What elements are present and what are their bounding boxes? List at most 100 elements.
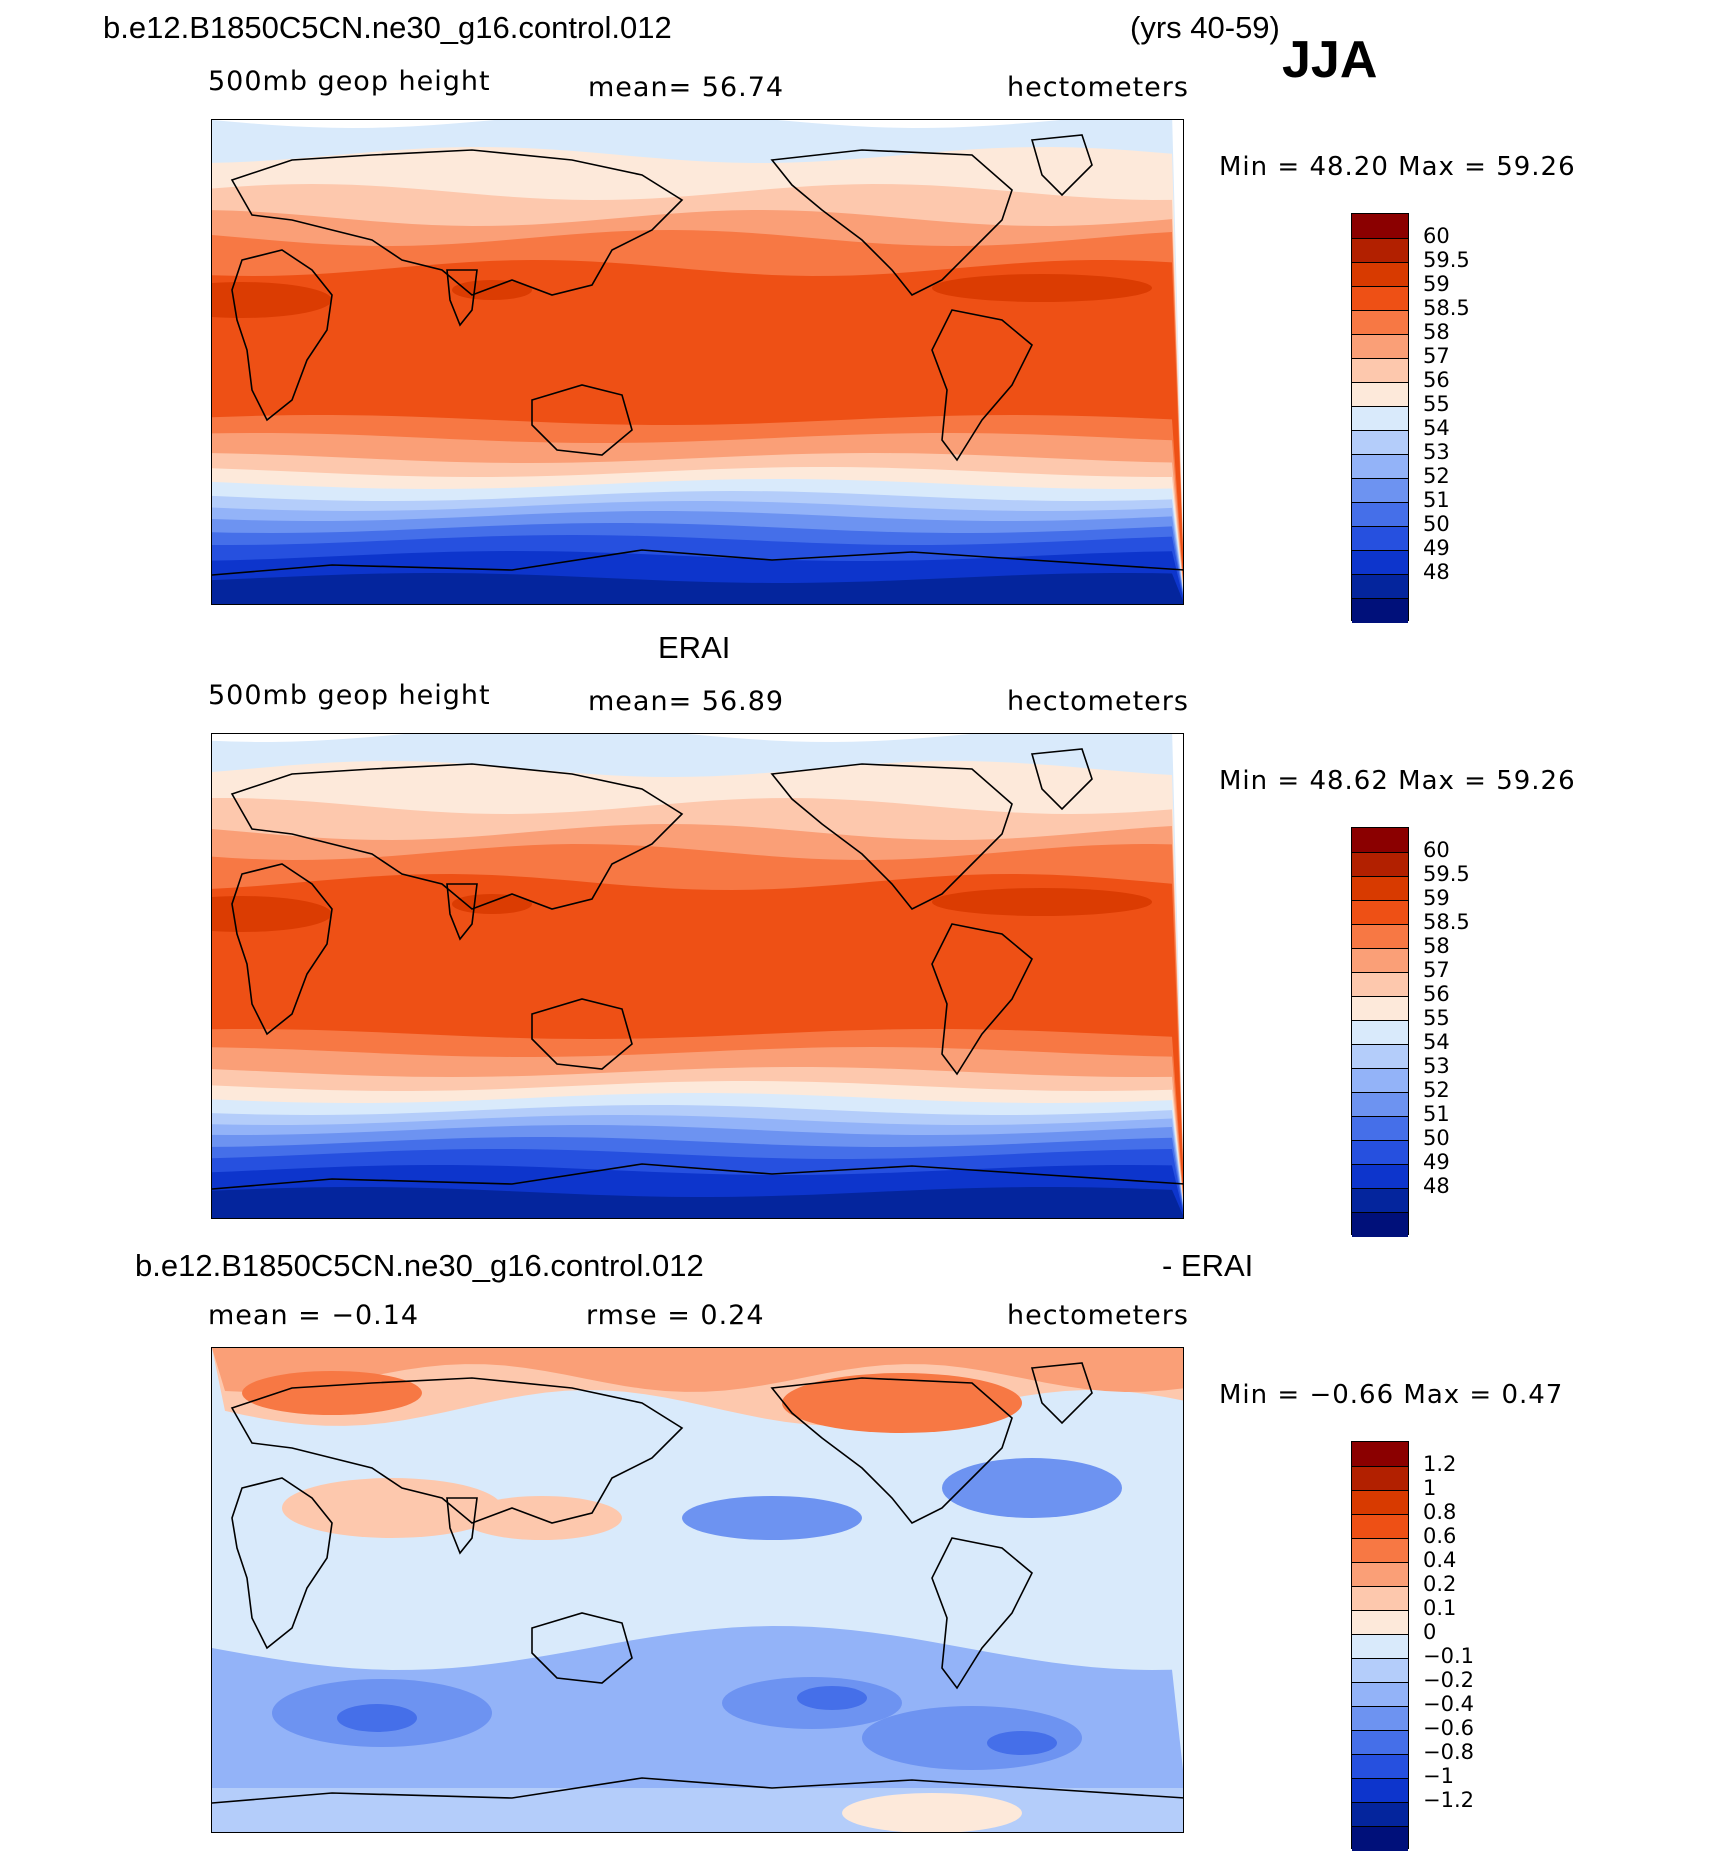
colorbar-swatch [1352,1490,1408,1515]
colorbar-tick-label: 55 [1423,1006,1450,1030]
colorbar-tick-label: 52 [1423,1078,1450,1102]
panel2-variable: 500mb geop height [208,680,491,711]
colorbar-tick-label: 54 [1423,1030,1450,1054]
colorbar-swatch [1352,996,1408,1021]
colorbar-tick-label: 60 [1423,838,1450,862]
colorbar-swatch [1352,1586,1408,1611]
positive-anomaly [782,1373,1022,1433]
colorbar-swatch [1352,262,1408,287]
colorbar-swatch [1352,1826,1408,1851]
colorbar-tick-label: 48 [1423,1174,1450,1198]
panel3-rmse: rmse = 0.24 [586,1300,765,1331]
colorbar-swatch [1352,550,1408,575]
coastline [770,1377,1013,1525]
colorbar-tick-label: −1.2 [1423,1788,1474,1812]
colorbar-tick-label: 0.6 [1423,1524,1457,1548]
colorbar-tick-label: 52 [1423,464,1450,488]
colorbar-tick-label: 1.2 [1423,1452,1457,1476]
colorbar-tick-label: 49 [1423,536,1450,560]
panel3-title-suffix: - ERAI [1162,1248,1254,1283]
contour-band [212,573,1183,604]
colorbar-tick-label: 48 [1423,560,1450,584]
high-pressure-cell [932,274,1152,302]
colorbar-tick-label: 53 [1423,1054,1450,1078]
coastline [212,549,1183,576]
contour-band [212,1348,1183,1392]
colorbar-swatch [1352,1754,1408,1779]
colorbar-swatch [1352,828,1408,852]
colorbar-tick-label: 58.5 [1423,910,1470,934]
colorbar-swatch [1352,948,1408,973]
coastline [1030,134,1093,197]
colorbar-swatch [1352,1212,1408,1237]
colorbar-swatch [1352,1610,1408,1635]
panel3-mean: mean = −0.14 [208,1300,420,1331]
colorbar-tick-label: 58 [1423,320,1450,344]
colorbar-swatch [1352,1514,1408,1539]
coastline [931,1537,1033,1690]
coastline [531,1612,633,1684]
colorbar-swatch [1352,852,1408,877]
colorbar-swatch [1352,478,1408,503]
coastline [770,149,1013,297]
colorbar-box [1351,827,1409,1237]
colorbar-swatch [1352,334,1408,359]
contour-band [212,1788,1183,1832]
contour-band [212,1187,1183,1218]
colorbar-swatch [1352,900,1408,925]
negative-anomaly [797,1686,867,1710]
coastline [1030,748,1093,811]
panel1-units: hectometers [1007,72,1189,103]
colorbar-tick-label: 51 [1423,1102,1450,1126]
colorbar-swatch [1352,1466,1408,1491]
colorbar-swatch [1352,214,1408,238]
colorbar-tick-label: 53 [1423,440,1450,464]
panel3-units: hectometers [1007,1300,1189,1331]
colorbar-swatch [1352,1778,1408,1803]
colorbar-swatch [1352,526,1408,551]
colorbar-tick-label: 55 [1423,392,1450,416]
colorbar-tick-label: −0.6 [1423,1716,1474,1740]
coastline [931,309,1033,462]
colorbar-tick-label: 0 [1423,1620,1437,1644]
coastline [230,149,684,296]
colorbar-swatch [1352,1092,1408,1117]
panel2-units: hectometers [1007,686,1189,717]
colorbar-swatch [1352,430,1408,455]
coastline [446,883,478,941]
coastline [931,923,1033,1076]
negative-anomaly [987,1731,1057,1755]
coastline [770,763,1013,911]
colorbar-swatch [1352,1020,1408,1045]
high-pressure-cell [212,282,332,318]
colorbar-swatch [1352,1188,1408,1213]
colorbar-swatch [1352,1682,1408,1707]
panel2-map [211,733,1184,1219]
colorbar-tick-label: 0.2 [1423,1572,1457,1596]
colorbar-swatch [1352,502,1408,527]
colorbar-swatch [1352,238,1408,263]
colorbar-swatch [1352,924,1408,949]
panel3-title: b.e12.B1850C5CN.ne30_g16.control.012 [135,1248,704,1283]
coastline [446,269,478,327]
colorbar-swatch [1352,286,1408,311]
colorbar-tick-label: 0.1 [1423,1596,1457,1620]
colorbar-swatch [1352,382,1408,407]
panel2-mean: mean= 56.89 [588,686,785,717]
colorbar-swatch [1352,454,1408,479]
high-pressure-cell [212,896,332,932]
colorbar-tick-label: 0.8 [1423,1500,1457,1524]
colorbar-tick-label: −0.8 [1423,1740,1474,1764]
colorbar-swatch [1352,1140,1408,1165]
coastline [230,1377,684,1524]
negative-anomaly [942,1458,1122,1518]
colorbar-tick-label: 59.5 [1423,862,1470,886]
coastline [446,1497,478,1555]
colorbar-tick-label: −1 [1423,1764,1454,1788]
coastline [231,863,333,1036]
panel3-minmax: Min = −0.66 Max = 0.47 [1219,1380,1564,1410]
colorbar-tick-label: 50 [1423,512,1450,536]
years-label: (yrs 40-59) [1130,10,1280,45]
colorbar-swatch [1352,876,1408,901]
colorbar-tick-label: 59 [1423,886,1450,910]
